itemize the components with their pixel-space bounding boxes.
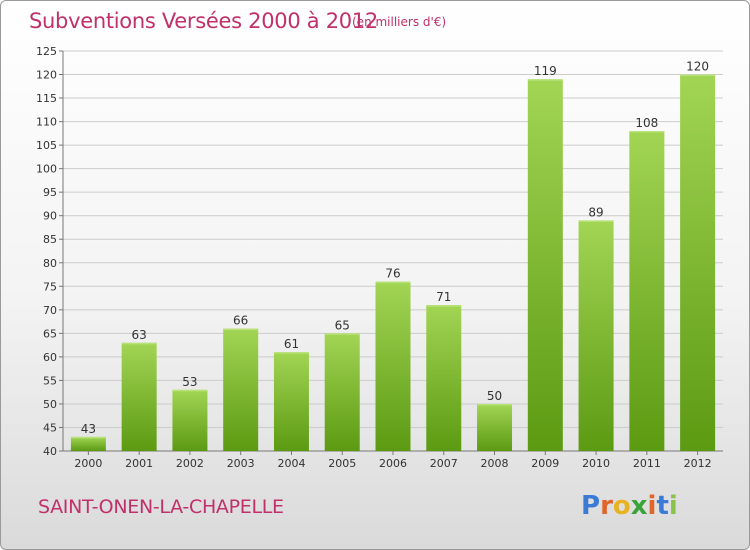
x-tick-label: 2007 — [430, 457, 458, 470]
data-label: 63 — [132, 328, 147, 342]
x-tick-label: 2004 — [277, 457, 305, 470]
bar — [223, 328, 259, 451]
data-label: 65 — [335, 318, 350, 332]
data-label: 71 — [436, 290, 451, 304]
bar-top-edge — [70, 436, 106, 439]
bar — [426, 305, 462, 451]
x-tick-label: 2006 — [379, 457, 407, 470]
data-label: 61 — [284, 337, 299, 351]
y-tick-label: 50 — [43, 398, 57, 411]
bar — [324, 333, 360, 451]
bar-top-edge — [375, 281, 411, 284]
bar — [172, 389, 208, 451]
x-tick-label: 2005 — [328, 457, 356, 470]
bar-top-edge — [578, 220, 614, 222]
y-tick-label: 90 — [43, 210, 57, 223]
bar-top-edge — [629, 131, 665, 133]
logo-letter: r — [600, 491, 613, 521]
commune-name: SAINT-ONEN-LA-CHAPELLE — [38, 496, 284, 518]
proxiti-logo: Proxiti — [581, 491, 691, 523]
data-label: 50 — [487, 389, 502, 403]
logo-letter: o — [612, 491, 631, 521]
data-label: 120 — [686, 60, 709, 74]
bar-top-edge — [477, 403, 513, 406]
x-tick-label: 2002 — [176, 457, 204, 470]
bars — [70, 74, 716, 451]
x-tick-label: 2012 — [684, 457, 712, 470]
x-tick-label: 2001 — [125, 457, 153, 470]
y-tick-label: 60 — [43, 351, 57, 364]
bar — [70, 436, 106, 451]
bar — [578, 220, 614, 451]
data-label: 119 — [534, 64, 557, 78]
bar-top-edge — [527, 79, 563, 81]
y-tick-label: 85 — [43, 233, 57, 246]
chart-subtitle: (en milliers d'€) — [352, 15, 447, 29]
data-label: 53 — [182, 375, 197, 389]
x-tick-label: 2010 — [582, 457, 610, 470]
data-label: 89 — [588, 205, 603, 219]
y-tick-label: 120 — [36, 69, 57, 82]
x-tick-label: 2000 — [74, 457, 102, 470]
chart-title: Subventions Versées 2000 à 2012 — [29, 9, 378, 33]
logo-letter: i — [668, 491, 678, 521]
y-tick-label: 65 — [43, 327, 57, 340]
bar-top-edge — [172, 389, 208, 392]
data-label: 76 — [385, 267, 400, 281]
bar-top-edge — [121, 342, 157, 345]
y-tick-label: 105 — [36, 139, 57, 152]
data-label: 108 — [635, 116, 658, 130]
logo-letter: i — [647, 491, 657, 521]
bar-top-edge — [223, 328, 259, 331]
labels: 43 63 53 66 61 65 76 71 50 119 89 108 120 — [81, 60, 709, 436]
bar — [527, 79, 563, 451]
bar — [477, 403, 513, 451]
x-tick-label: 2009 — [531, 457, 559, 470]
logo-letter: P — [581, 491, 601, 521]
logo-letter: x — [630, 491, 648, 521]
y-tick-label: 75 — [43, 280, 57, 293]
bar-top-edge — [273, 352, 309, 354]
x-tick-label: 2008 — [481, 457, 509, 470]
bar-top-edge — [324, 333, 360, 335]
y-tick-label: 45 — [43, 421, 57, 434]
y-tick-label: 125 — [36, 45, 57, 58]
data-label: 43 — [81, 422, 96, 436]
bar — [629, 131, 665, 451]
x-tick-label: 2011 — [633, 457, 661, 470]
bar-top-edge — [680, 74, 716, 77]
bar — [680, 74, 716, 451]
bar — [273, 352, 309, 451]
bar — [121, 342, 157, 451]
y-tick-label: 55 — [43, 374, 57, 387]
data-label: 66 — [233, 314, 248, 328]
logo-letter: t — [656, 491, 669, 521]
y-tick-label: 110 — [36, 116, 57, 129]
y-tick-label: 115 — [36, 92, 57, 105]
bar — [375, 281, 411, 451]
y-tick-label: 95 — [43, 186, 57, 199]
x-tick-label: 2003 — [227, 457, 255, 470]
y-tick-label: 70 — [43, 304, 57, 317]
y-tick-label: 80 — [43, 257, 57, 270]
y-tick-label: 40 — [43, 445, 57, 458]
bar-top-edge — [426, 305, 462, 307]
y-tick-label: 100 — [36, 163, 57, 176]
